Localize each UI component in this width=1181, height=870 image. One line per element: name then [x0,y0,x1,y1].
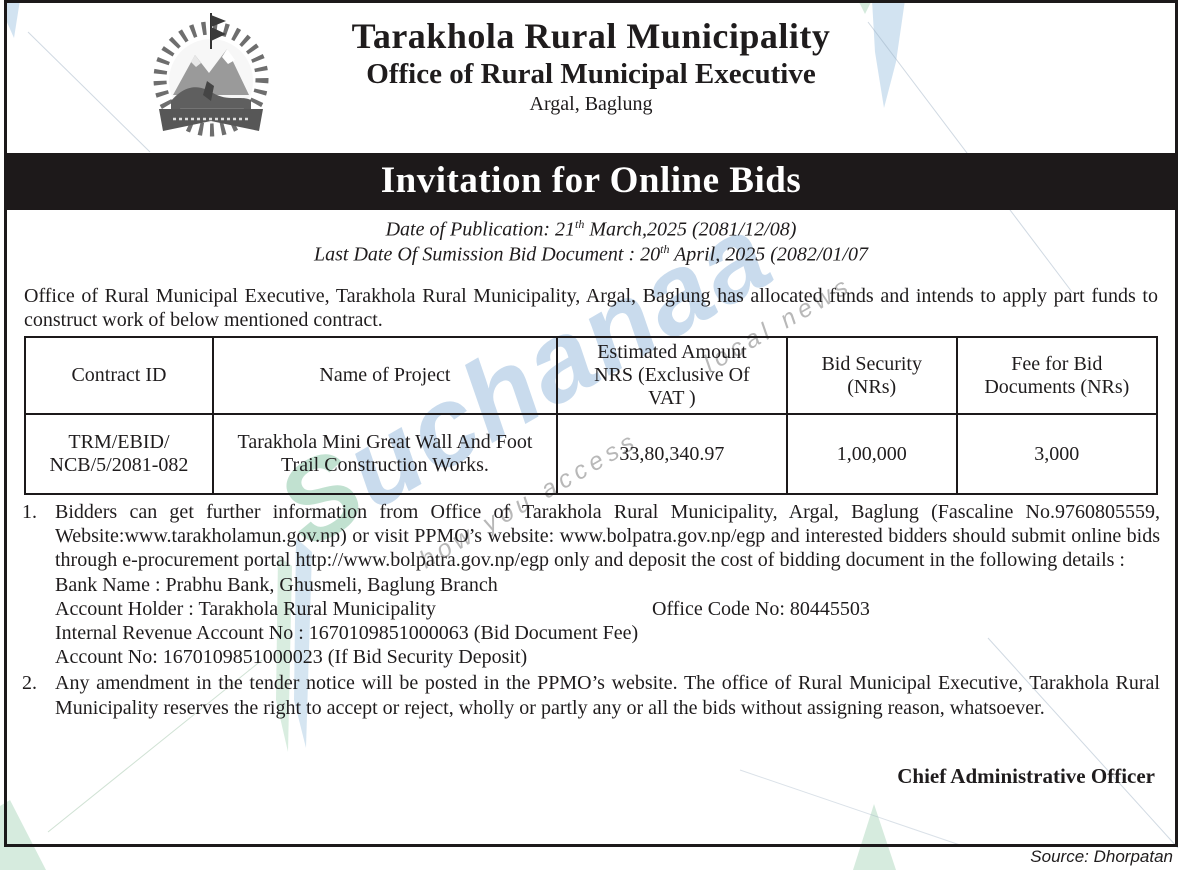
municipality-name: Tarakhola Rural Municipality [351,16,831,56]
letterhead: Tarakhola Rural Municipality Office of R… [7,3,1175,153]
date-block: Date of Publication: 21th March,2025 (20… [7,217,1175,267]
account-holder-line: Account Holder : Tarakhola Rural Municip… [55,597,1158,621]
publication-date-ordinal: th [575,217,585,231]
signatory-title: Chief Administrative Officer [897,763,1155,788]
office-code: Office Code No: 80445503 [652,597,870,620]
cell-bid-security: 1,00,000 [785,413,958,496]
notes-list: 1. Bidders can get further information f… [22,500,1160,720]
office-name: Office of Rural Municipal Executive [366,57,816,90]
account-holder: Account Holder : Tarakhola Rural Municip… [55,597,436,620]
account-no-line: Account No: 1670109851000023 (If Bid Sec… [55,646,528,669]
publication-date-text: Date of Publication: 21 [385,218,576,241]
bank-details: Bank Name : Prabhu Bank, Ghusmeli, Baglu… [55,573,1158,670]
note-1-text: Bidders can get further information from… [55,501,1160,572]
submission-date-text: Last Date Of Sumission Bid Document : 20 [314,243,661,266]
bank-name-line: Bank Name : Prabhu Bank, Ghusmeli, Baglu… [55,573,498,596]
header-fee: Fee for Bid Documents (NRs) [955,336,1159,416]
office-address: Argal, Baglung [529,93,653,116]
bid-details-table: Contract ID Name of Project Estimated Am… [24,336,1159,496]
publication-date: Date of Publication: 21th March,2025 (20… [7,217,1175,242]
cell-fee: 3,000 [955,413,1159,496]
source-credit: Source: Dhorpatan [1030,847,1173,866]
cell-project-name: Tarakhola Mini Great Wall And Foot Trail… [211,413,559,496]
header-project-name: Name of Project [211,336,559,416]
nepal-emblem-icon [143,7,279,148]
header-estimated-amount: Estimated Amount NRS (Exclusive Of VAT ) [556,336,788,416]
table-row: TRM/EBID/ NCB/5/2081-082 Tarakhola Mini … [24,413,1159,496]
cell-contract-id: TRM/EBID/ NCB/5/2081-082 [24,413,214,496]
note-2-number: 2. [22,672,37,695]
header-contract-id: Contract ID [24,336,214,416]
header-bid-security: Bid Security (NRs) [785,336,958,416]
note-item-1: 1. Bidders can get further information f… [22,500,1160,573]
intro-paragraph: Office of Rural Municipal Executive, Tar… [24,285,1158,332]
publication-date-rest: March,2025 (2081/12/08) [584,218,797,241]
note-2-text: Any amendment in the tender notice will … [55,672,1160,719]
notice-title-banner: Invitation for Online Bids [7,153,1175,210]
cell-estimated-amount: 33,80,340.97 [556,413,788,496]
document-frame: Tarakhola Rural Municipality Office of R… [4,0,1178,847]
submission-date-ordinal: th [660,242,670,257]
submission-date-rest: April, 2025 (2082/01/07 [669,243,868,266]
table-header-row: Contract ID Name of Project Estimated Am… [24,336,1159,416]
submission-date: Last Date Of Sumission Bid Document : 20… [7,242,1175,267]
internal-revenue-account-line: Internal Revenue Account No : 1670109851… [55,622,639,645]
note-1-number: 1. [22,501,37,524]
note-item-2: 2. Any amendment in the tender notice wi… [22,671,1160,719]
